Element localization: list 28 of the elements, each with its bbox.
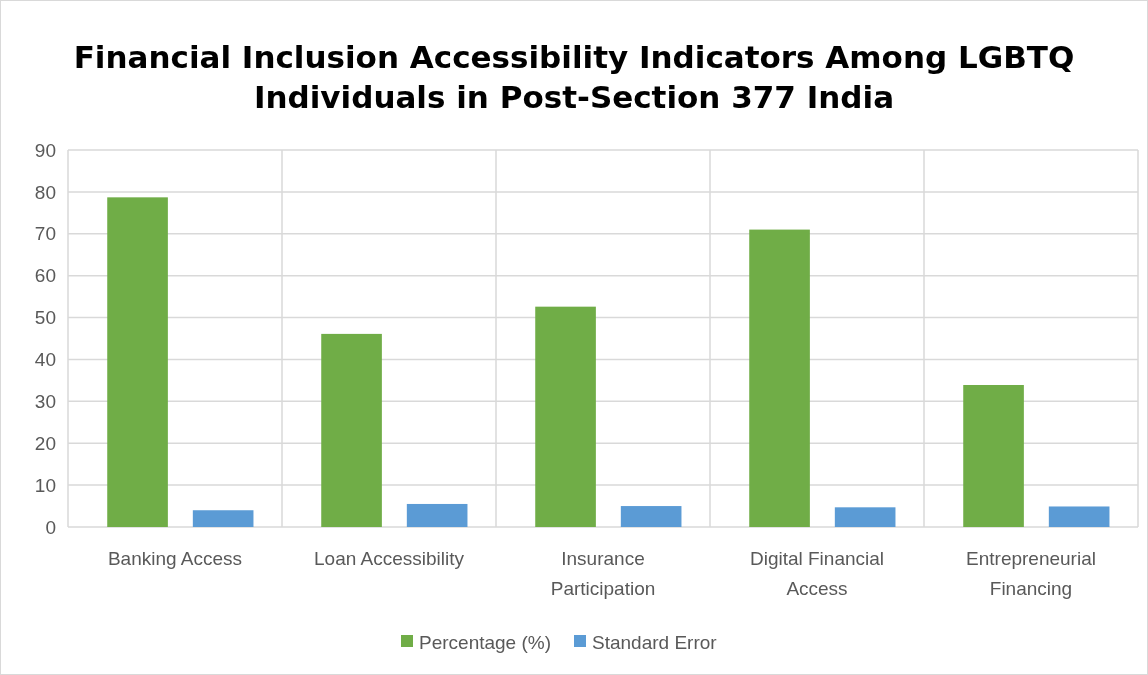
y-tick-label: 60 xyxy=(34,265,56,287)
y-tick-label: 40 xyxy=(34,349,56,371)
x-tick-label: Entrepreneurial Financing xyxy=(966,548,1096,599)
y-tick-label: 30 xyxy=(34,390,56,412)
y-tick-label: 70 xyxy=(34,223,56,245)
y-tick-label: 10 xyxy=(34,474,56,496)
legend-label: Percentage (%) xyxy=(419,631,552,653)
bar xyxy=(321,333,382,527)
x-tick-label: Loan Accessibility xyxy=(314,548,465,569)
y-tick-label: 20 xyxy=(34,432,56,454)
bar xyxy=(406,503,468,527)
bar xyxy=(535,306,596,527)
bar xyxy=(192,510,254,527)
x-tick-label: Insurance Participation xyxy=(550,548,656,599)
y-tick-label: 0 xyxy=(45,516,56,538)
bar xyxy=(963,385,1024,527)
bar xyxy=(834,507,896,527)
y-tick-label: 50 xyxy=(34,307,56,329)
legend-label: Standard Error xyxy=(592,631,718,653)
x-tick-label: Digital Financial Access xyxy=(749,548,885,599)
bar xyxy=(620,506,682,527)
bar xyxy=(749,229,810,527)
y-tick-label: 80 xyxy=(34,181,56,203)
y-tick-label: 90 xyxy=(34,139,56,161)
x-tick-label: Banking Access xyxy=(107,548,243,569)
bar xyxy=(1048,506,1110,527)
chart-title: Financial Inclusion Accessibility Indicators Among LGBTQ Individuals in Post-Section 377 India xyxy=(73,39,1075,115)
bar xyxy=(107,197,168,527)
